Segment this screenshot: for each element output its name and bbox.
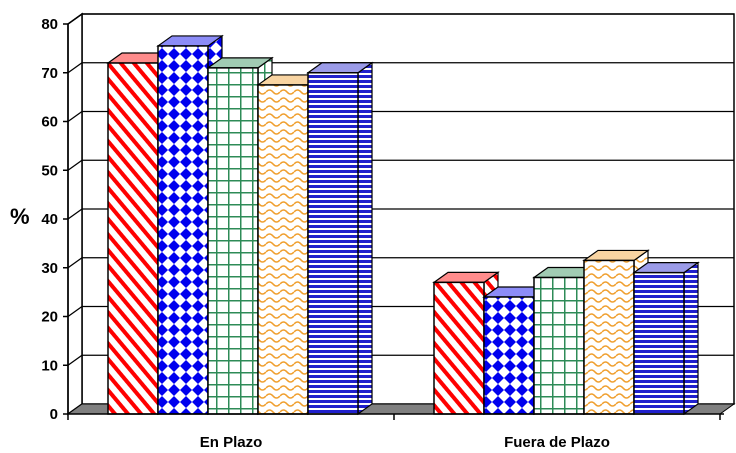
gridline-depth (67, 305, 83, 318)
y-axis: 0 10 20 30 40 50 60 70 80 (41, 16, 69, 423)
x-axis: En Plazo Fuera de Plazo (67, 413, 724, 451)
bar-front (207, 67, 259, 415)
bar-front (307, 72, 359, 415)
bar-front (433, 281, 485, 415)
bar-side (683, 261, 699, 416)
gridline-depth (67, 354, 83, 366)
bar-front (257, 84, 309, 415)
y-tick-label: 60 (41, 114, 58, 131)
gridline-depth (67, 62, 83, 74)
bar-front (633, 271, 685, 415)
y-tick-label: 30 (41, 260, 58, 277)
bar-front (533, 276, 585, 415)
bar-front (483, 296, 535, 415)
gridline-depth (67, 257, 83, 269)
y-tick-label: 40 (41, 211, 58, 228)
gridline-depth (67, 159, 83, 171)
y-tick-label: 10 (41, 357, 58, 374)
bar-front (157, 45, 209, 415)
bars (106, 34, 700, 416)
y-tick-label: 20 (41, 309, 58, 326)
y-tick-label: 70 (41, 65, 58, 82)
bar (632, 261, 700, 416)
y-tick-label: 80 (41, 16, 58, 33)
bar-side (357, 61, 373, 416)
y-axis-title: % (10, 204, 30, 229)
y-tick-label: 50 (41, 162, 58, 179)
gridline-depth (67, 13, 83, 25)
y-tick-label: 0 (50, 406, 58, 423)
bar (306, 61, 374, 416)
x-tick-label: Fuera de Plazo (504, 434, 610, 451)
bar-front (583, 259, 635, 415)
x-tick-label: En Plazo (200, 434, 263, 451)
bar-front (107, 62, 159, 415)
gridline-depth (67, 110, 83, 123)
gridline-depth (67, 208, 83, 220)
